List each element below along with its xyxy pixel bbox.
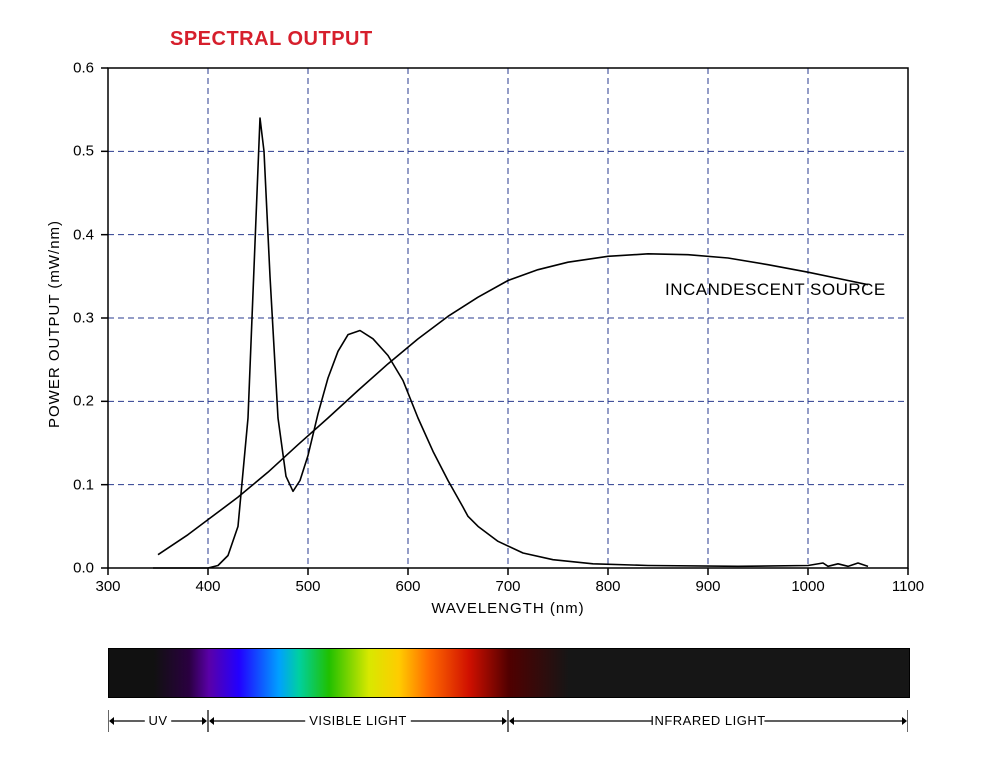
x-tick-label: 700 bbox=[495, 578, 520, 595]
y-tick-label: 0.0 bbox=[73, 560, 94, 577]
x-tick-label: 600 bbox=[395, 578, 420, 595]
band-visible-label: VISIBLE LIGHT bbox=[309, 713, 407, 728]
page-root: SPECTRAL OUTPUT POWER OUTPUT (mW/nm) WAV… bbox=[0, 0, 1005, 780]
y-tick-label: 0.4 bbox=[73, 226, 94, 243]
band-uv-label: UV bbox=[148, 713, 167, 728]
y-axis-label: POWER OUTPUT (mW/nm) bbox=[46, 220, 63, 428]
spectrum-bar bbox=[108, 648, 910, 698]
x-tick-label: 1000 bbox=[791, 578, 824, 595]
y-tick-label: 0.3 bbox=[73, 310, 94, 327]
led-curve bbox=[153, 118, 868, 568]
x-tick-label: 800 bbox=[595, 578, 620, 595]
y-tick-label: 0.5 bbox=[73, 143, 94, 160]
wavelength-bands: UV VISIBLE LIGHT INFRARED LIGHT bbox=[108, 710, 908, 732]
y-tick-label: 0.6 bbox=[73, 60, 94, 77]
x-tick-label: 400 bbox=[195, 578, 220, 595]
spectral-chart bbox=[107, 67, 909, 569]
y-tick-label: 0.1 bbox=[73, 476, 94, 493]
band-infrared-label: INFRARED LIGHT bbox=[650, 713, 765, 728]
incandescent-curve bbox=[158, 254, 868, 555]
x-axis-label: WAVELENGTH (nm) bbox=[431, 600, 584, 617]
band-arrows bbox=[108, 710, 908, 732]
x-tick-label: 500 bbox=[295, 578, 320, 595]
x-tick-label: 300 bbox=[95, 578, 120, 595]
chart-title: SPECTRAL OUTPUT bbox=[170, 28, 373, 51]
x-tick-label: 1100 bbox=[892, 578, 924, 595]
y-tick-label: 0.2 bbox=[73, 393, 94, 410]
x-tick-label: 900 bbox=[695, 578, 720, 595]
